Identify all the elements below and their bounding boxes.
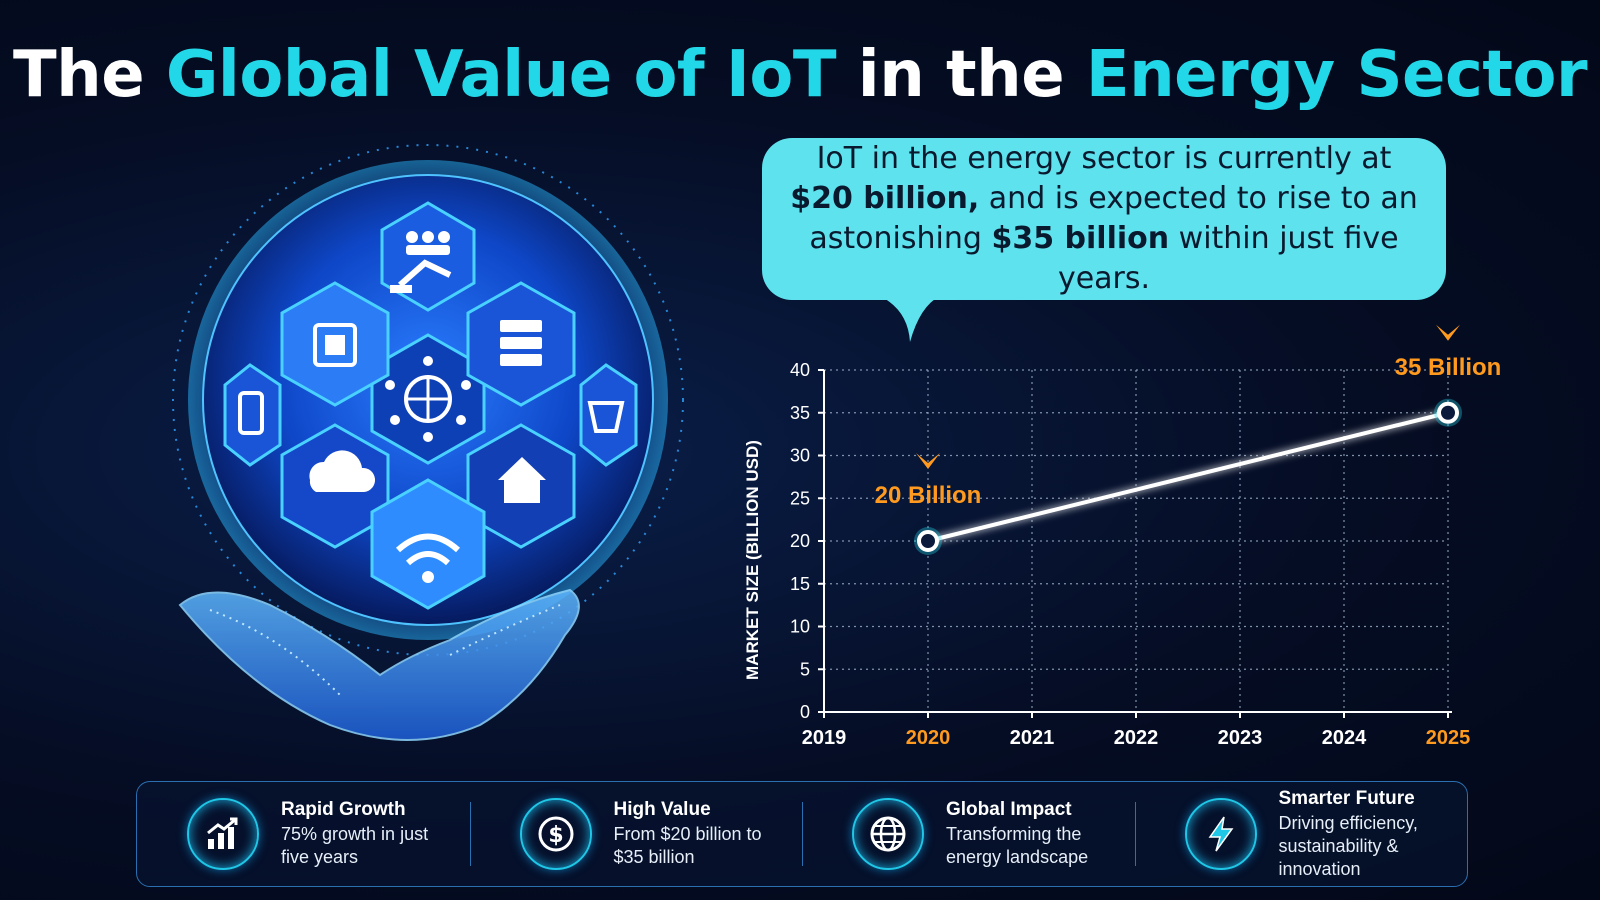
info-bubble: IoT in the energy sector is currently at… bbox=[762, 138, 1446, 300]
feature-desc: From $20 billion to $35 billion bbox=[613, 824, 762, 867]
y-tick-label: 0 bbox=[800, 702, 810, 722]
title-part-1: The bbox=[12, 38, 166, 112]
feature-title: High Value bbox=[613, 799, 711, 820]
growth-chart-icon bbox=[187, 798, 259, 870]
x-tick-label: 2024 bbox=[1322, 727, 1367, 749]
annotation-label: 20 Billion bbox=[875, 482, 982, 509]
robot-arm-icon bbox=[390, 259, 452, 293]
feature-high-value: $ High Value From $20 billion to $35 bil… bbox=[469, 782, 803, 886]
chart-svg: MARKET SIZE (BILLION USD) 05101520253035… bbox=[743, 324, 1502, 749]
x-tick-label: 2022 bbox=[1114, 727, 1159, 749]
wifi-icon bbox=[395, 533, 461, 583]
annotation-arrow-icon bbox=[916, 453, 940, 469]
bubble-tail bbox=[880, 296, 940, 342]
data-point bbox=[917, 530, 939, 552]
globe-icons bbox=[238, 231, 625, 583]
y-tick-label: 10 bbox=[790, 617, 810, 637]
basket-icon bbox=[587, 401, 625, 433]
data-point bbox=[1437, 401, 1459, 424]
globe-icon bbox=[852, 798, 924, 870]
svg-text:$: $ bbox=[548, 823, 563, 848]
x-tick-label: 2023 bbox=[1218, 727, 1263, 749]
title-part-4: Energy Sector bbox=[1085, 38, 1588, 112]
y-tick-label: 25 bbox=[790, 488, 810, 508]
globe-svg bbox=[172, 144, 684, 741]
feature-desc: Transforming the energy landscape bbox=[946, 824, 1089, 867]
lightning-icon bbox=[1184, 798, 1257, 870]
feature-title: Global Impact bbox=[946, 799, 1072, 820]
bubble-line-1: IoT in the energy sector is currently at bbox=[816, 141, 1392, 176]
feature-title: Smarter Future bbox=[1278, 787, 1415, 809]
phone-icon bbox=[238, 391, 264, 435]
home-icon bbox=[498, 457, 546, 503]
cloud-icon bbox=[309, 450, 376, 492]
chip-icon bbox=[313, 323, 357, 367]
title-part-3: in the bbox=[835, 38, 1086, 112]
feature-rapid-growth: Rapid Growth 75% growth in just five yea… bbox=[137, 782, 470, 886]
feature-title: Rapid Growth bbox=[281, 799, 406, 820]
y-tick-label: 40 bbox=[790, 360, 810, 380]
feature-desc: Driving efficiency, sustainability & inn… bbox=[1278, 812, 1418, 879]
y-tick-label: 15 bbox=[790, 574, 810, 594]
globe-hexagons bbox=[223, 201, 638, 610]
dollar-icon: $ bbox=[519, 798, 592, 870]
annotation-arrow-icon bbox=[1436, 324, 1460, 341]
y-tick-label: 5 bbox=[800, 659, 810, 679]
bubble-line-3a: astonishing bbox=[809, 221, 992, 256]
x-tick-label: 2020 bbox=[906, 727, 951, 749]
open-hand-icon bbox=[178, 588, 580, 741]
market-size-chart: MARKET SIZE (BILLION USD) 0 5 10 15 20 25 30 35… bbox=[740, 324, 1502, 770]
x-tick-label: 2019 bbox=[802, 727, 847, 749]
annotation-label: 35 Billion bbox=[1395, 354, 1502, 381]
series-line bbox=[926, 410, 1450, 543]
bubble-value-20: $20 billion, bbox=[790, 181, 980, 216]
iot-globe-illustration bbox=[150, 135, 710, 755]
x-tick-label: 2021 bbox=[1010, 727, 1055, 749]
bubble-line-3b: within just five years. bbox=[1057, 221, 1399, 296]
feature-global-impact: Global Impact Transforming the energy la… bbox=[802, 782, 1135, 886]
users-icon bbox=[406, 231, 450, 255]
page-title: The Global Value of IoT in the Energy Se… bbox=[0, 38, 1600, 112]
x-tick-label: 2025 bbox=[1426, 727, 1471, 749]
bubble-line-2: and is expected to rise to an bbox=[979, 181, 1418, 216]
features-panel: Rapid Growth 75% growth in just five yea… bbox=[136, 781, 1468, 887]
network-icon bbox=[385, 356, 471, 442]
info-bubble-text: IoT in the energy sector is currently at… bbox=[784, 139, 1424, 299]
feature-smarter-future: Smarter Future Driving efficiency, susta… bbox=[1134, 782, 1468, 886]
y-tick-label: 35 bbox=[790, 403, 810, 423]
server-icon bbox=[500, 320, 542, 366]
bubble-value-35: $35 billion bbox=[991, 221, 1170, 256]
y-axis-label: MARKET SIZE (BILLION USD) bbox=[743, 440, 762, 680]
title-part-2: Global Value of IoT bbox=[165, 38, 837, 112]
y-tick-label: 30 bbox=[790, 446, 810, 466]
y-tick-label: 20 bbox=[790, 531, 810, 551]
feature-desc: 75% growth in just five years bbox=[281, 824, 429, 867]
